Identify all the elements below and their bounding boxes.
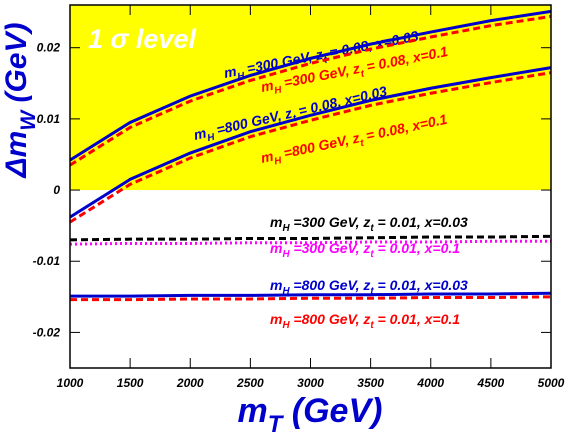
subscript: t xyxy=(292,113,298,125)
x-tick-label: 4000 xyxy=(416,376,444,390)
text-part: =300 GeV, z xyxy=(290,214,371,230)
plot-frame xyxy=(69,4,552,369)
subscript: t xyxy=(370,249,374,260)
x-tick-label: 1500 xyxy=(117,376,144,390)
subscript: t xyxy=(370,223,374,234)
series-label: mH =800 GeV, zt = 0.01, x=0.1 xyxy=(270,311,460,331)
text-part: m xyxy=(270,240,282,256)
series-line xyxy=(69,239,551,246)
series-line xyxy=(69,234,552,242)
x-tick-label: 4500 xyxy=(477,376,505,390)
text-part: Δm xyxy=(0,131,33,179)
text-part: m xyxy=(270,277,282,293)
chart-title: 1 σ level xyxy=(88,24,196,54)
y-axis-label: ΔmW (GeV) xyxy=(0,22,40,178)
series-line xyxy=(69,71,552,224)
text-part: = 0.01, x=0.03 xyxy=(374,214,468,230)
y-tick-label: -0.02 xyxy=(33,325,61,339)
subscript: H xyxy=(282,320,290,331)
subscript: t xyxy=(359,138,365,150)
x-tick-label: 2500 xyxy=(236,376,264,390)
series-label: mH =300 GeV, zt = 0.01, x=0.1 xyxy=(270,240,460,260)
x-tick-label: 5000 xyxy=(538,376,565,390)
y-tick-label: -0.01 xyxy=(33,254,61,268)
text-part: m xyxy=(192,125,208,143)
series-label: mH =800 GeV, zt = 0.01, x=0.03 xyxy=(270,277,468,297)
text-part: = 0.01, x=0.03 xyxy=(374,277,468,293)
shaded-region xyxy=(70,5,551,191)
text-part: (GeV) xyxy=(282,392,382,430)
x-tick-label: 3500 xyxy=(357,376,384,390)
subscript: H xyxy=(282,223,290,234)
text-part: m xyxy=(260,77,275,95)
series-line xyxy=(69,66,552,219)
x-tick-label: 2000 xyxy=(176,376,204,390)
text-part: =800 GeV, z xyxy=(290,277,371,293)
text-part: = 0.01, x=0.1 xyxy=(374,240,461,256)
subscript: W xyxy=(17,109,40,131)
subscript: t xyxy=(370,286,374,297)
text-part: = 0.01, x=0.1 xyxy=(374,311,461,327)
text-part: m xyxy=(238,392,268,430)
text-part: =300 GeV, z xyxy=(290,240,371,256)
text-part: m xyxy=(259,148,275,166)
series-line xyxy=(70,295,552,302)
subscript: H xyxy=(282,286,290,297)
subscript: T xyxy=(268,411,285,436)
subscript: H xyxy=(273,155,283,167)
series-line xyxy=(70,291,552,298)
x-tick-label: 1000 xyxy=(57,376,84,390)
y-tick-label: 0.02 xyxy=(37,41,61,55)
x-axis-label: mT (GeV) xyxy=(238,392,383,436)
subscript: H xyxy=(282,249,290,260)
text-part: (GeV) xyxy=(0,22,33,110)
text-part: m xyxy=(270,311,282,327)
subscript: t xyxy=(370,320,374,331)
text-part: m xyxy=(223,63,238,81)
x-tick-label: 3000 xyxy=(297,376,324,390)
series-line xyxy=(69,9,552,162)
subscript: H xyxy=(236,70,246,82)
y-tick-label: 0 xyxy=(53,183,60,197)
text-part: =800 GeV, z xyxy=(290,311,371,327)
text-part: m xyxy=(270,214,282,230)
subscript: t xyxy=(360,68,366,80)
subscript: H xyxy=(206,132,216,145)
y-tick-label: 0.01 xyxy=(37,112,61,126)
subscript: H xyxy=(273,84,283,96)
series-label: mH =300 GeV, zt = 0.01, x=0.03 xyxy=(270,214,468,234)
series-line xyxy=(69,14,552,167)
